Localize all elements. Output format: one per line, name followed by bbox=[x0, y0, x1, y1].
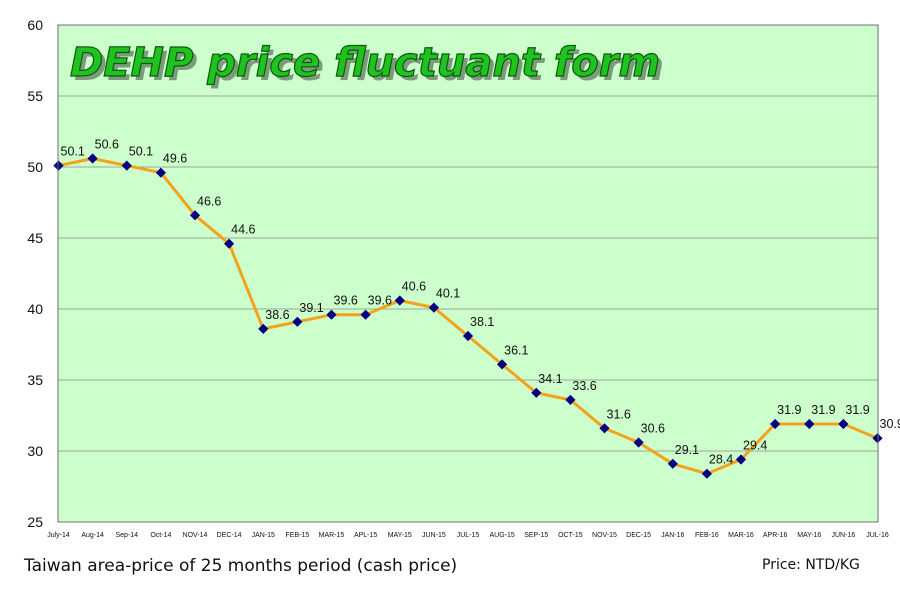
x-tick-label: MAY-16 bbox=[797, 532, 821, 539]
data-label: 34.1 bbox=[538, 372, 562, 386]
data-label: 39.6 bbox=[368, 294, 392, 308]
x-tick-label: NOV-15 bbox=[592, 532, 617, 539]
x-tick-label: MAY-15 bbox=[388, 532, 412, 539]
data-label: 28.4 bbox=[709, 453, 733, 467]
y-axis: 25 30 35 40 45 50 55 60 bbox=[27, 17, 43, 530]
plot-area bbox=[58, 25, 878, 522]
x-tick-label: JAN-16 bbox=[661, 532, 684, 539]
x-tick-label: Sep-14 bbox=[115, 532, 138, 539]
data-label: 31.6 bbox=[607, 407, 631, 421]
x-tick-label: JUL-16 bbox=[866, 532, 889, 539]
y-tick-label: 50 bbox=[27, 159, 43, 175]
data-point bbox=[87, 153, 98, 164]
plot-border bbox=[57, 24, 879, 523]
y-tick-label: 40 bbox=[27, 301, 43, 317]
data-label: 36.1 bbox=[504, 343, 528, 357]
data-label: 31.9 bbox=[845, 403, 869, 417]
data-label: 29.1 bbox=[675, 443, 699, 457]
data-label: 50.1 bbox=[129, 145, 153, 159]
data-label: 39.6 bbox=[334, 294, 358, 308]
x-tick-label: FEB-15 bbox=[286, 532, 310, 539]
data-point bbox=[155, 167, 166, 178]
data-point bbox=[121, 160, 132, 171]
data-point bbox=[189, 210, 201, 221]
data-label: 49.6 bbox=[163, 152, 187, 166]
y-tick-label: 45 bbox=[27, 230, 43, 246]
x-tick-label: JUN-15 bbox=[422, 532, 446, 539]
data-label: 38.6 bbox=[265, 308, 289, 322]
x-tick-label: DEC-14 bbox=[217, 532, 242, 539]
y-tick-label: 60 bbox=[27, 17, 43, 33]
caption-period: Taiwan area-price of 25 months period (c… bbox=[24, 556, 458, 576]
x-tick-label: MAR-16 bbox=[728, 532, 754, 539]
data-label: 33.6 bbox=[572, 379, 596, 393]
y-tick-label: 55 bbox=[27, 88, 43, 104]
x-tick-label: APL-15 bbox=[354, 532, 377, 539]
data-point bbox=[224, 238, 235, 249]
x-axis: July-14 Aug-14 Sep-14 Oct-14 NOV-14 DEC-14 JAN… bbox=[47, 532, 889, 539]
data-label: 39.1 bbox=[299, 301, 323, 315]
x-tick-label: Oct-14 bbox=[150, 532, 171, 539]
x-tick-label: JAN-15 bbox=[252, 532, 275, 539]
data-label: 29.4 bbox=[743, 439, 767, 453]
data-label: 38.1 bbox=[470, 315, 494, 329]
caption-unit: Price: NTD/KG bbox=[762, 557, 860, 573]
gridlines bbox=[58, 95, 878, 452]
chart-title: DEHP price fluctuant form bbox=[70, 40, 660, 86]
x-tick-label: FEB-16 bbox=[695, 532, 719, 539]
data-label: 31.9 bbox=[811, 403, 835, 417]
y-tick-label: 30 bbox=[27, 443, 43, 459]
data-label: 44.6 bbox=[231, 223, 255, 237]
x-tick-label: APR-16 bbox=[763, 532, 788, 539]
chart-title-shadow: DEHP price fluctuant form bbox=[74, 44, 664, 90]
x-tick-label: AUG-15 bbox=[489, 532, 514, 539]
x-tick-label: MAR-15 bbox=[319, 532, 345, 539]
x-tick-label: OCT-15 bbox=[558, 532, 583, 539]
data-label: 31.9 bbox=[777, 403, 801, 417]
y-tick-label: 25 bbox=[27, 514, 43, 530]
x-tick-label: NOV-14 bbox=[183, 532, 208, 539]
x-tick-label: DEC-15 bbox=[626, 532, 651, 539]
x-tick-label: JUL-15 bbox=[457, 532, 480, 539]
x-tick-label: July-14 bbox=[47, 532, 70, 539]
data-label: 30.9 bbox=[880, 417, 900, 431]
data-label: 30.6 bbox=[641, 421, 665, 435]
y-tick-label: 35 bbox=[27, 372, 43, 388]
data-label: 40.6 bbox=[402, 279, 426, 293]
data-label: 50.1 bbox=[61, 145, 85, 159]
x-tick-label: Aug-14 bbox=[81, 532, 104, 539]
x-tick-label: SEP-15 bbox=[524, 532, 548, 539]
data-label: 40.1 bbox=[436, 287, 460, 301]
x-tick-label: JUN-16 bbox=[832, 532, 856, 539]
data-label: 50.6 bbox=[95, 137, 119, 151]
data-label: 46.6 bbox=[197, 194, 221, 208]
